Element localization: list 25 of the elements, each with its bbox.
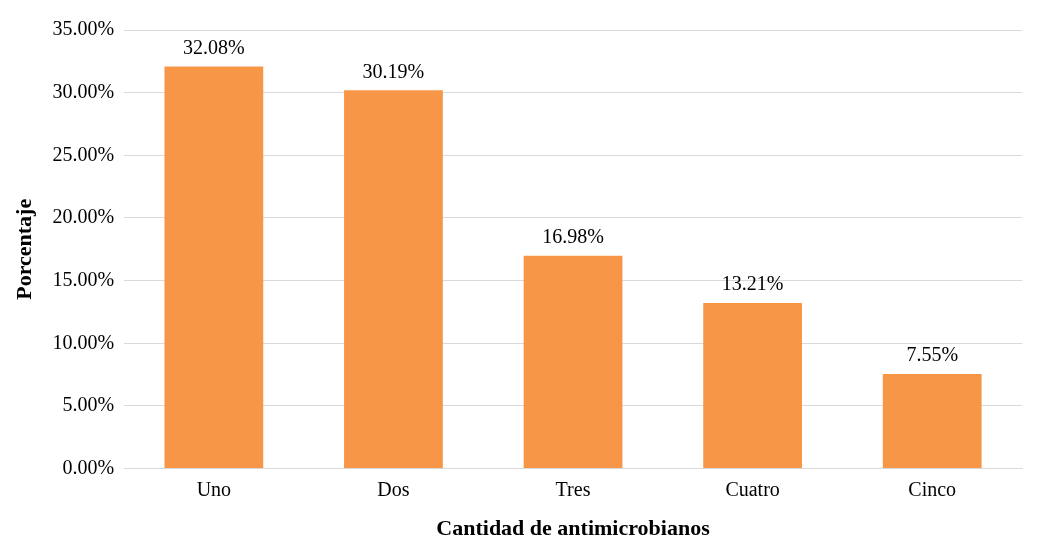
data-label: 32.08% [183,35,245,58]
data-label: 30.19% [362,59,425,82]
y-tick-label: 25.00% [52,142,115,165]
bar [882,373,982,469]
y-tick-label: 5.00% [62,393,115,416]
y-tick-label: 30.00% [52,79,115,102]
bar [703,303,803,469]
bar [344,90,443,469]
x-tick-label: Tres [555,477,591,500]
data-label: 16.98% [542,225,604,248]
x-tick-label: Cuatro [725,477,780,500]
x-axis-title: Cantidad de antimicrobianos [436,515,711,541]
y-tick-label: 10.00% [52,330,115,353]
y-tick-label: 15.00% [52,267,115,290]
x-tick-label: Dos [377,477,410,500]
y-tick-label: 0.00% [62,455,115,478]
data-label: 13.21% [721,272,784,295]
x-tick-label: Cinco [908,477,957,500]
bar [523,255,623,469]
data-label: 7.55% [906,343,959,366]
y-tick-label: 20.00% [52,205,115,228]
bar [164,66,264,469]
y-tick-label: 35.00% [52,17,115,40]
y-axis-title: Porcentaje [10,198,36,300]
x-tick-label: Uno [196,477,232,500]
